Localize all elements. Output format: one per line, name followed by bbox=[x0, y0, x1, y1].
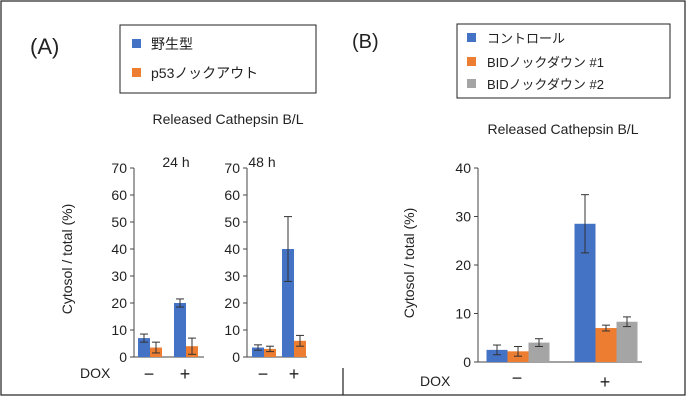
panel-a-24h-y-tick-label: 10 bbox=[111, 322, 127, 338]
panel-a-24h-y-tick-label: 50 bbox=[111, 214, 127, 230]
panel-b-legend-box bbox=[456, 23, 671, 99]
panel-b-subtitle: Released Cathepsin B/L bbox=[488, 121, 639, 137]
panel-a-dox-label: DOX bbox=[80, 365, 111, 381]
panel-a-24h-y-tick-label: 60 bbox=[111, 187, 127, 203]
panel-a-48h-y-tick-label: 40 bbox=[224, 241, 240, 257]
panel-a-24h-y-tick-label: 30 bbox=[111, 268, 127, 284]
panel-b-y-tick-label: 0 bbox=[463, 354, 471, 370]
panel-b-y-tick-label: 10 bbox=[455, 306, 471, 322]
panel-a-48h-bar bbox=[264, 348, 276, 357]
panel-a-24h-tick-minus: − bbox=[144, 364, 155, 384]
panel-a-48h-y-tick-label: 0 bbox=[232, 349, 240, 365]
legend-swatch-wild-type bbox=[132, 39, 141, 48]
legend-label-p53-knockout: p53ノックアウト bbox=[151, 65, 258, 81]
panel-a-24h-tick-plus: + bbox=[180, 364, 191, 384]
panel-b-tick-minus: − bbox=[512, 368, 523, 388]
panel-a-48h-y-tick-label: 10 bbox=[224, 322, 240, 338]
legend-label-bid-kd-2: BIDノックダウン #2 bbox=[487, 77, 604, 92]
panel-a-24h-axis: 0 10 20 30 40 50 60 70 bbox=[111, 160, 204, 365]
panel-b-bar bbox=[486, 349, 508, 362]
panel-a-24h-y-tick-label: 40 bbox=[111, 241, 127, 257]
panel-b-legend: コントロール BIDノックダウン #1 BIDノックダウン #2 bbox=[456, 23, 671, 99]
panel-a-48h-y-tick-label: 50 bbox=[224, 214, 240, 230]
legend-swatch-bid-kd-1 bbox=[467, 57, 476, 66]
panel-b-bar bbox=[574, 223, 596, 362]
legend-label-wild-type: 野生型 bbox=[151, 36, 193, 52]
panel-a-48h-y-tick-label: 30 bbox=[224, 268, 240, 284]
panel-a-48h-y-tick-label: 20 bbox=[224, 295, 240, 311]
panel-a-ylabel: Cytosol / total (%) bbox=[59, 204, 75, 314]
panel-a-24h-y-tick-label: 20 bbox=[111, 295, 127, 311]
panel-a-48h-bar bbox=[294, 340, 306, 357]
panel-a-legend-box bbox=[119, 24, 317, 94]
panel-a-24h-title: 24 h bbox=[162, 154, 189, 170]
panel-a-24h-y-tick-label: 0 bbox=[119, 349, 127, 365]
panel-b-dox-label: DOX bbox=[420, 373, 451, 389]
panel-b-label: (B) bbox=[352, 31, 379, 53]
panel-a-48h-title: 48 h bbox=[248, 154, 275, 170]
panel-a-48h-y-tick-label: 60 bbox=[224, 187, 240, 203]
panel-a-24h-y-tick-label: 70 bbox=[111, 160, 127, 176]
panel-a-48h-axis: 0 10 20 30 40 50 60 70 bbox=[224, 160, 307, 365]
panel-b-y-tick-label: 20 bbox=[455, 257, 471, 273]
legend-swatch-bid-kd-2 bbox=[467, 79, 476, 88]
panel-a-label: (A) bbox=[30, 34, 59, 59]
panel-b-bar bbox=[616, 321, 638, 362]
legend-swatch-control bbox=[467, 33, 476, 42]
panel-a-24h-bar bbox=[174, 303, 186, 357]
panel-a-legend: 野生型 p53ノックアウト bbox=[119, 24, 317, 94]
panel-b-bars bbox=[486, 194, 638, 362]
panel-b-bar bbox=[528, 342, 550, 362]
legend-label-control: コントロール bbox=[487, 31, 565, 46]
panel-a-48h-bar bbox=[252, 347, 264, 357]
panel-a-24h-bar bbox=[138, 338, 150, 357]
panel-a-48h-tick-minus: − bbox=[258, 364, 269, 384]
panel-a-48h-bars bbox=[252, 216, 306, 357]
legend-label-bid-kd-1: BIDノックダウン #1 bbox=[487, 55, 604, 70]
panel-a-48h-bar bbox=[282, 249, 294, 357]
panel-a-subtitle: Released Cathepsin B/L bbox=[153, 111, 304, 127]
panel-b-y-tick-label: 30 bbox=[455, 209, 471, 225]
panel-b-bar bbox=[595, 328, 617, 362]
panel-a-48h-tick-plus: + bbox=[289, 364, 300, 384]
panel-b-tick-plus: + bbox=[600, 372, 611, 392]
panel-a-48h-y-tick-label: 70 bbox=[224, 160, 240, 176]
panel-b-ylabel: Cytosol / total (%) bbox=[401, 208, 417, 318]
panel-a-24h-bars bbox=[138, 298, 198, 357]
panel-b-y-tick-label: 40 bbox=[455, 160, 471, 176]
legend-swatch-p53-knockout bbox=[132, 68, 141, 77]
